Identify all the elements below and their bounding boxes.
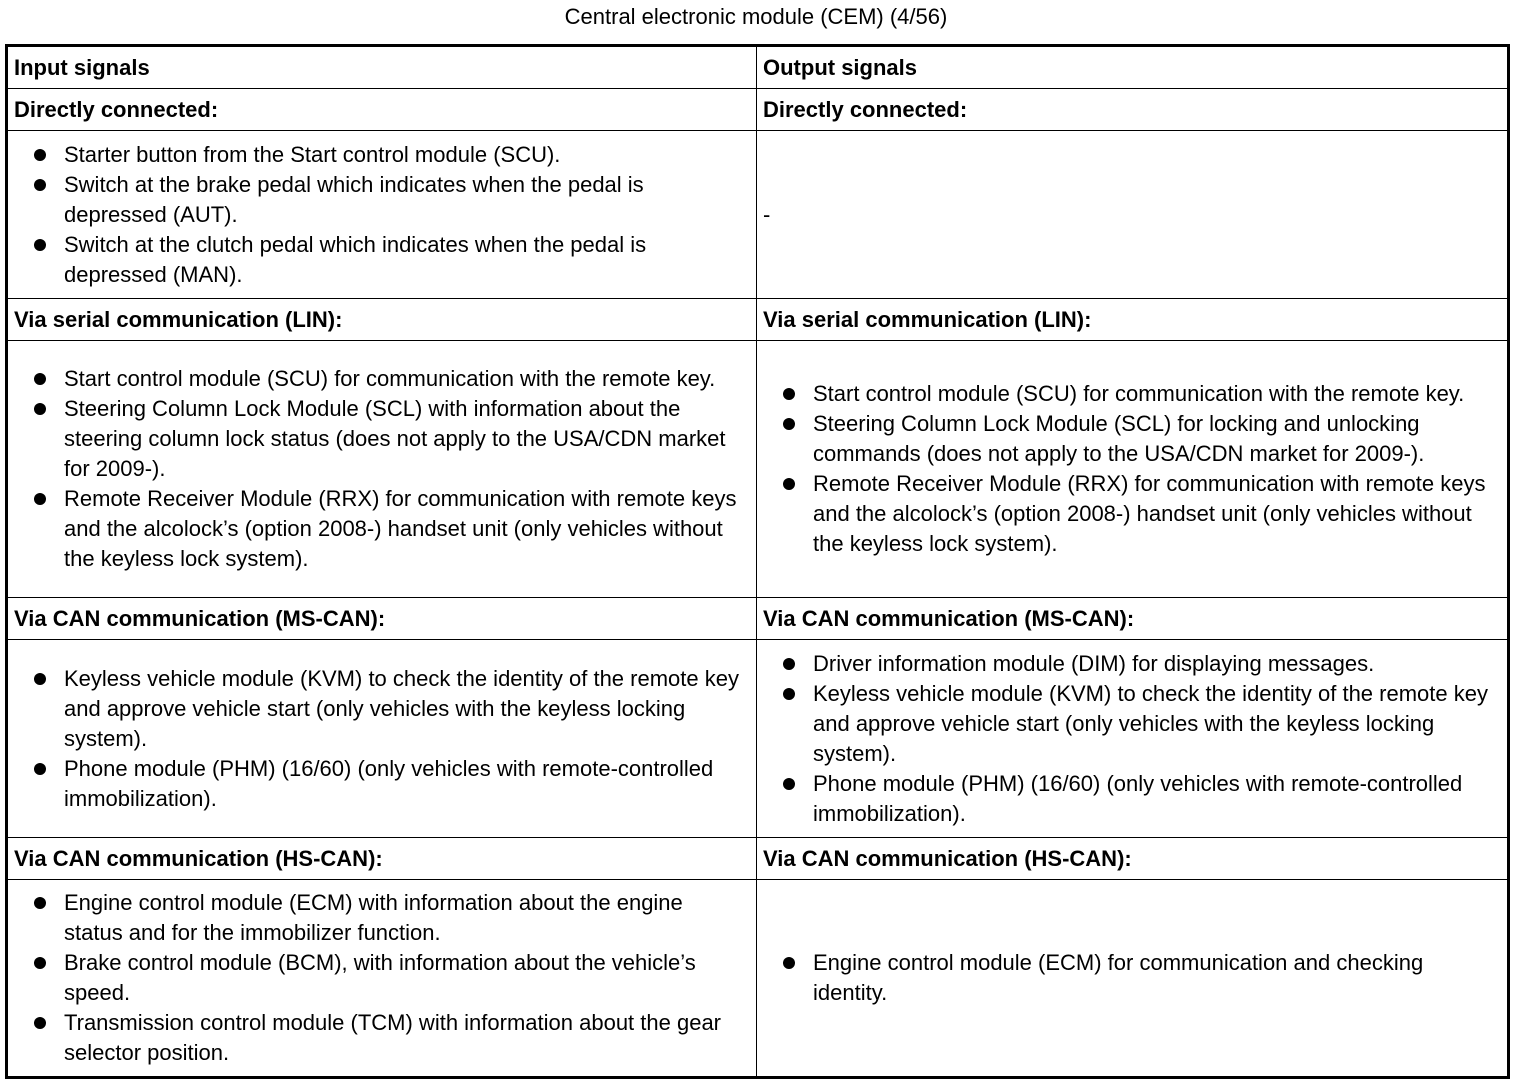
- list-item-text: Driver information module (DIM) for disp…: [813, 650, 1375, 676]
- bullet-icon: [783, 418, 795, 430]
- list-item: Brake control module (BCM), with informa…: [14, 948, 750, 1008]
- input-signal-list: Engine control module (ECM) with informa…: [14, 888, 750, 1068]
- output-section-heading: Via serial communication (LIN):: [756, 298, 1509, 341]
- list-item-text: Phone module (PHM) (16/60) (only vehicle…: [813, 770, 1463, 826]
- bullet-icon: [783, 657, 795, 670]
- list-item: Keyless vehicle module (KVM) to check th…: [763, 679, 1501, 769]
- list-item-text: Keyless vehicle module (KVM) to check th…: [813, 680, 1488, 766]
- bullet-icon: [34, 672, 46, 685]
- section-content-row: Engine control module (ECM) with informa…: [6, 879, 1509, 1078]
- list-item: Engine control module (ECM) with informa…: [14, 888, 750, 948]
- output-signal-list-cell: Engine control module (ECM) for communic…: [756, 879, 1509, 1078]
- input-signal-list-cell: Engine control module (ECM) with informa…: [6, 879, 757, 1078]
- bullet-icon: [34, 148, 46, 161]
- output-signal-list: Engine control module (ECM) for communic…: [763, 948, 1501, 1008]
- signals-table: Input signals Output signals Directly co…: [5, 44, 1510, 1079]
- output-signal-list-cell: -: [756, 130, 1509, 299]
- list-item-text: Transmission control module (TCM) with i…: [64, 1010, 722, 1065]
- bullet-icon: [783, 957, 795, 969]
- list-item-text: Switch at the clutch pedal which indicat…: [64, 231, 647, 287]
- input-signal-list-cell: Start control module (SCU) for communica…: [6, 340, 757, 598]
- bullet-icon: [34, 1017, 46, 1029]
- list-item-text: Switch at the brake pedal which indicate…: [64, 171, 644, 227]
- list-item: Remote Receiver Module (RRX) for communi…: [14, 484, 750, 574]
- section-heading-row: Directly connected: Directly connected:: [6, 88, 1509, 131]
- input-signals-header: Input signals: [6, 45, 757, 89]
- output-signal-list-cell: Start control module (SCU) for communica…: [756, 340, 1509, 598]
- bullet-icon: [34, 373, 46, 385]
- list-item: Start control module (SCU) for communica…: [763, 379, 1501, 409]
- section-heading-row: Via CAN communication (HS-CAN): Via CAN c…: [6, 837, 1509, 880]
- list-item: Remote Receiver Module (RRX) for communi…: [763, 469, 1501, 559]
- input-signal-list-cell: Starter button from the Start control mo…: [6, 130, 757, 299]
- input-signal-list: Starter button from the Start control mo…: [14, 140, 750, 290]
- bullet-icon: [783, 777, 795, 790]
- bullet-icon: [34, 403, 46, 415]
- list-item-text: Phone module (PHM) (16/60) (only vehicle…: [64, 755, 714, 811]
- bullet-icon: [34, 957, 46, 969]
- output-section-heading: Via CAN communication (MS-CAN):: [756, 597, 1509, 640]
- empty-placeholder: -: [763, 201, 771, 227]
- section-content-row: Start control module (SCU) for communica…: [6, 340, 1509, 598]
- input-signal-list: Start control module (SCU) for communica…: [14, 364, 750, 574]
- output-signal-list: Driver information module (DIM) for disp…: [763, 649, 1501, 829]
- list-item: Steering Column Lock Module (SCL) with i…: [14, 394, 750, 484]
- list-item-text: Steering Column Lock Module (SCL) with i…: [64, 396, 726, 481]
- output-section-heading: Directly connected:: [756, 88, 1509, 131]
- list-item: Switch at the clutch pedal which indicat…: [14, 230, 750, 290]
- list-item: Switch at the brake pedal which indicate…: [14, 170, 750, 230]
- bullet-icon: [34, 238, 46, 251]
- bullet-icon: [783, 478, 795, 490]
- output-signals-header: Output signals: [756, 45, 1509, 89]
- input-section-heading: Via CAN communication (MS-CAN):: [6, 597, 757, 640]
- list-item: Steering Column Lock Module (SCL) for lo…: [763, 409, 1501, 469]
- input-section-heading: Via serial communication (LIN):: [6, 298, 757, 341]
- input-section-heading: Directly connected:: [6, 88, 757, 131]
- list-item: Driver information module (DIM) for disp…: [763, 649, 1501, 679]
- list-item-text: Steering Column Lock Module (SCL) for lo…: [813, 411, 1425, 466]
- input-signal-list: Keyless vehicle module (KVM) to check th…: [14, 664, 750, 814]
- input-signal-list-cell: Keyless vehicle module (KVM) to check th…: [6, 639, 757, 838]
- section-content-row: Starter button from the Start control mo…: [6, 130, 1509, 299]
- bullet-icon: [34, 178, 46, 191]
- page-title: Central electronic module (CEM) (4/56): [564, 4, 948, 29]
- input-section-heading: Via CAN communication (HS-CAN):: [6, 837, 757, 880]
- list-item: Keyless vehicle module (KVM) to check th…: [14, 664, 750, 754]
- list-item: Transmission control module (TCM) with i…: [14, 1008, 750, 1068]
- list-item-text: Brake control module (BCM), with informa…: [64, 950, 696, 1005]
- output-signal-list-cell: Driver information module (DIM) for disp…: [756, 639, 1509, 838]
- list-item-text: Starter button from the Start control mo…: [64, 141, 561, 167]
- bullet-icon: [34, 762, 46, 775]
- bullet-icon: [34, 897, 46, 909]
- output-signal-list: Start control module (SCU) for communica…: [763, 379, 1501, 559]
- list-item-text: Remote Receiver Module (RRX) for communi…: [813, 471, 1486, 556]
- list-item-text: Start control module (SCU) for communica…: [813, 381, 1465, 406]
- bullet-icon: [783, 687, 795, 700]
- bullet-icon: [34, 493, 46, 505]
- list-item-text: Engine control module (ECM) with informa…: [64, 890, 683, 945]
- list-item-text: Remote Receiver Module (RRX) for communi…: [64, 486, 737, 571]
- list-item: Phone module (PHM) (16/60) (only vehicle…: [763, 769, 1501, 829]
- list-item: Phone module (PHM) (16/60) (only vehicle…: [14, 754, 750, 814]
- list-item-text: Engine control module (ECM) for communic…: [813, 950, 1424, 1005]
- output-section-heading: Via CAN communication (HS-CAN):: [756, 837, 1509, 880]
- list-item: Start control module (SCU) for communica…: [14, 364, 750, 394]
- bullet-icon: [783, 388, 795, 400]
- list-item: Starter button from the Start control mo…: [14, 140, 750, 170]
- section-content-row: Keyless vehicle module (KVM) to check th…: [6, 639, 1509, 838]
- list-item-text: Start control module (SCU) for communica…: [64, 366, 716, 391]
- header-row: Input signals Output signals: [6, 45, 1509, 89]
- list-item: Engine control module (ECM) for communic…: [763, 948, 1501, 1008]
- section-heading-row: Via serial communication (LIN): Via seria…: [6, 298, 1509, 341]
- list-item-text: Keyless vehicle module (KVM) to check th…: [64, 665, 739, 751]
- section-heading-row: Via CAN communication (MS-CAN): Via CAN c…: [6, 597, 1509, 640]
